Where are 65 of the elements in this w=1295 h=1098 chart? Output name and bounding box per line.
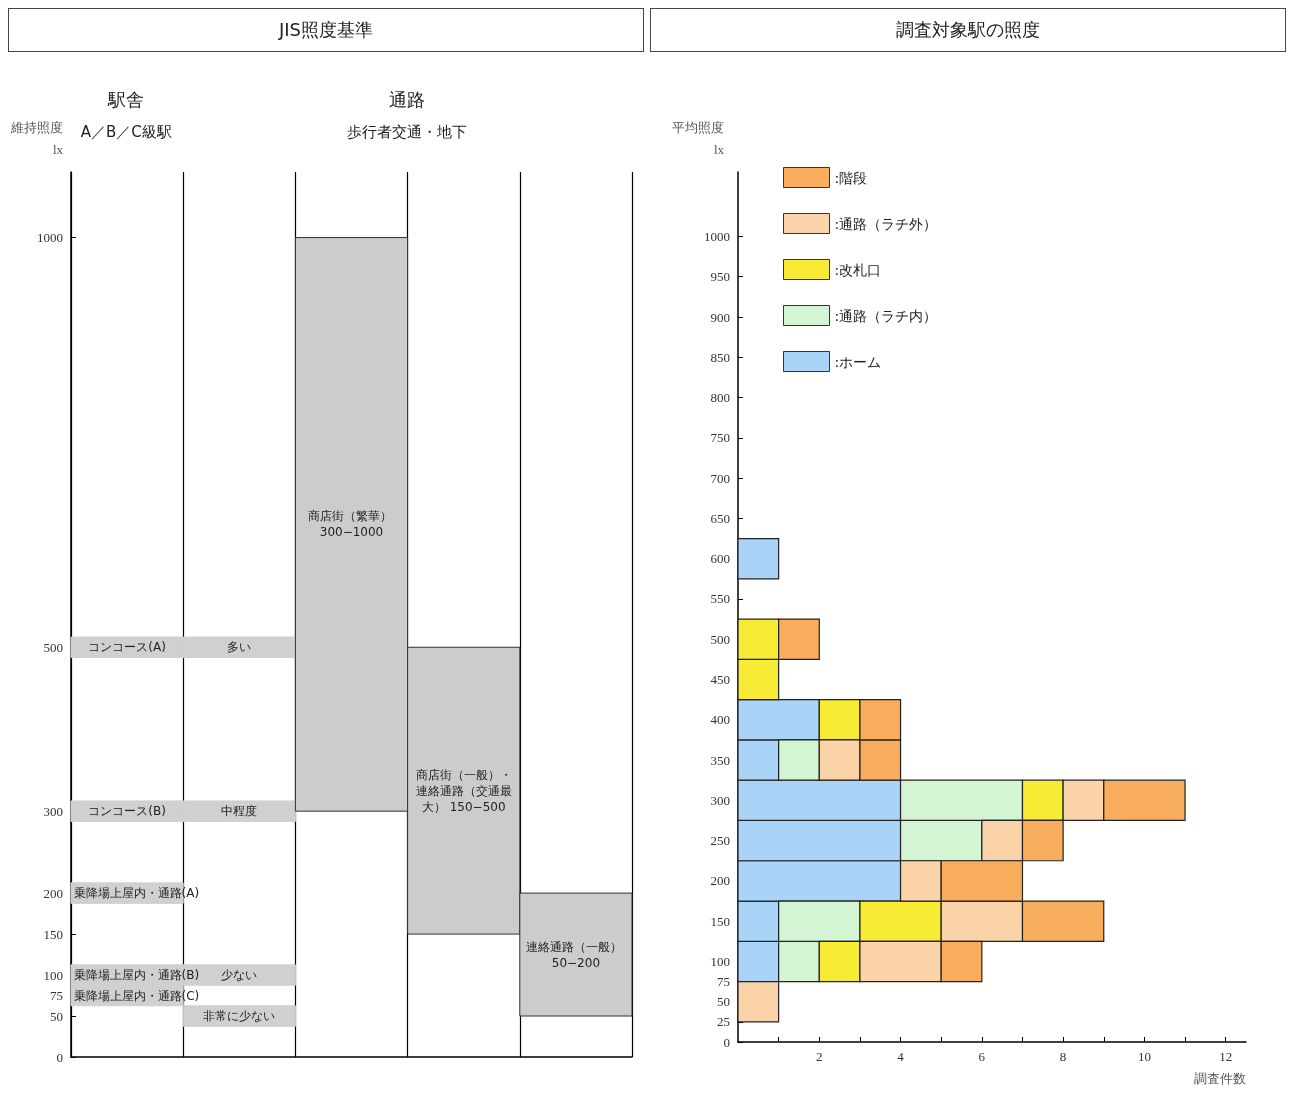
y-tick-label: 500 bbox=[43, 639, 63, 655]
legend-label: :通路（ラチ外） bbox=[834, 215, 938, 232]
y-tick-label: 1000 bbox=[704, 228, 730, 244]
y-tick-label: 50 bbox=[717, 994, 730, 1010]
y-tick-label: 350 bbox=[710, 752, 730, 768]
y-tick-label: 450 bbox=[710, 672, 730, 687]
y-tick-label: 75 bbox=[50, 988, 63, 1004]
data-label: 連絡通路（一般） 50−200 bbox=[525, 939, 626, 970]
y-tick-label: 600 bbox=[710, 551, 730, 567]
y-tick-label: 75 bbox=[717, 974, 730, 990]
y-tick-label: 900 bbox=[710, 309, 730, 325]
text: A／B／C級駅 bbox=[80, 122, 172, 141]
legend-label: :ホーム bbox=[834, 353, 882, 370]
data-label: 商店街（繁華） 300−1000 bbox=[307, 509, 396, 540]
x-tick-label: 6 bbox=[978, 1049, 986, 1064]
x-tick-label: 8 bbox=[1059, 1049, 1067, 1064]
data-label: 乗降場上屋内・通路(B) bbox=[73, 968, 200, 983]
x-tick-label: 12 bbox=[1219, 1049, 1233, 1064]
y-tick-label: 400 bbox=[710, 712, 730, 728]
y-tick-label: 50 bbox=[50, 1008, 63, 1024]
bar bbox=[737, 537, 780, 580]
legend-label: :階段 bbox=[834, 169, 868, 186]
y-tick-label: 0 bbox=[723, 1034, 730, 1050]
data-label: 多い bbox=[227, 640, 252, 655]
y-tick-label: 25 bbox=[717, 1014, 730, 1030]
y-tick-label: 150 bbox=[43, 926, 63, 942]
legend-label: :通路（ラチ内） bbox=[834, 307, 938, 324]
legend-label: :改札口 bbox=[834, 261, 882, 278]
y-tick-label: 100 bbox=[43, 967, 63, 983]
y-tick-label: 150 bbox=[710, 913, 730, 929]
y-tick-label: 650 bbox=[710, 510, 730, 526]
y-tick-label: 200 bbox=[710, 873, 730, 889]
y-tick-label: 300 bbox=[43, 803, 63, 819]
text: 通路 bbox=[389, 88, 426, 110]
y-tick-label: 1000 bbox=[37, 230, 63, 246]
data-label: 非常に少ない bbox=[203, 1009, 276, 1024]
y-tick-label: 300 bbox=[710, 792, 730, 808]
data-label: コンコース(A) bbox=[88, 640, 166, 655]
y-tick-label: 200 bbox=[43, 885, 63, 901]
data-label: 乗降場上屋内・通路(A) bbox=[73, 886, 200, 901]
data-label: 中程度 bbox=[221, 804, 258, 819]
y-tick-label: 700 bbox=[710, 470, 730, 486]
y-tick-label: 800 bbox=[710, 390, 730, 406]
text: 駅舎 bbox=[107, 88, 145, 110]
data-label: 少ない bbox=[221, 968, 258, 983]
data-label: コンコース(B) bbox=[88, 804, 166, 819]
x-tick-label: 2 bbox=[816, 1049, 823, 1064]
y-axis-title: 平均照度 lx bbox=[672, 119, 725, 157]
x-tick-label: 4 bbox=[897, 1049, 905, 1064]
y-tick-label: 950 bbox=[710, 269, 730, 285]
y-axis-title: 維持照度 lx bbox=[10, 119, 64, 157]
data-label: 乗降場上屋内・通路(C) bbox=[73, 988, 200, 1003]
text: 歩行者交通・地下 bbox=[347, 122, 468, 141]
chart-title: JIS照度基準 bbox=[8, 8, 644, 52]
y-tick-label: 850 bbox=[710, 349, 730, 365]
y-tick-label: 100 bbox=[710, 953, 730, 969]
chart-title: 調査対象駅の照度 bbox=[650, 8, 1286, 52]
y-tick-label: 500 bbox=[710, 631, 730, 647]
y-tick-label: 250 bbox=[710, 833, 730, 849]
y-tick-label: 550 bbox=[710, 591, 730, 607]
y-tick-label: 0 bbox=[56, 1049, 63, 1065]
x-tick-label: 10 bbox=[1137, 1049, 1151, 1064]
data-label: 商店街（一般）・連絡通路（交通最大） 150−500 bbox=[415, 767, 512, 814]
y-tick-label: 750 bbox=[710, 430, 730, 446]
x-axis-title: 調査件数 bbox=[1194, 1071, 1246, 1086]
